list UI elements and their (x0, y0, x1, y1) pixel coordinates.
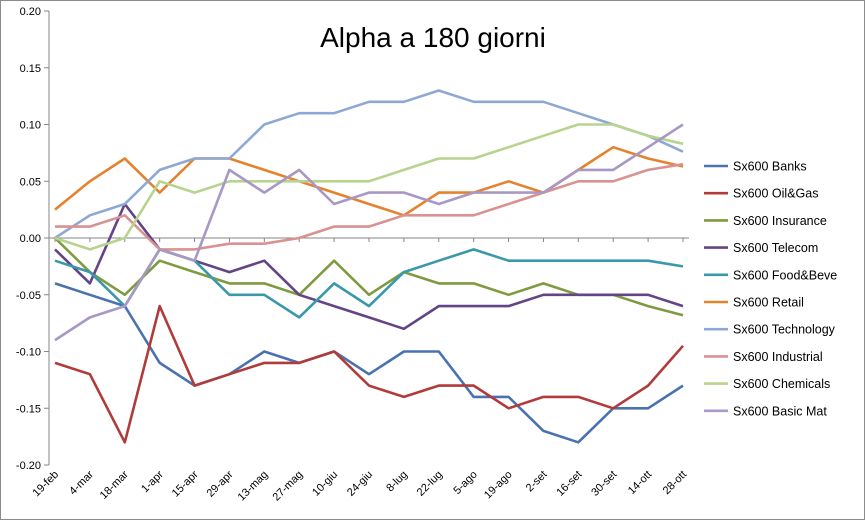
series-line-sx600-basic-mat (54, 123, 684, 342)
legend-label: Sx600 Oil&Gas (733, 187, 818, 201)
legend-label: Sx600 Industrial (733, 350, 823, 364)
y-tick-label: -0.15 (16, 403, 41, 415)
x-tick-label: 29-apr (205, 468, 236, 499)
x-tick-label: 2-set (524, 469, 550, 495)
series-line-sx600-banks (54, 282, 684, 444)
series-line-sx600-technology (54, 89, 684, 240)
y-axis: 0.20 0.15 0.10 0.05 0.00 -0.05 -0.10 -0.15 -0.20 (16, 6, 50, 472)
legend-label: Sx600 Telecom (733, 241, 818, 255)
x-tick-label: 10-giu (310, 469, 340, 499)
y-tick-label: -0.20 (16, 460, 41, 472)
x-tick-label: 4-mar (67, 468, 96, 497)
series-line-sx600-oil-gas (54, 304, 684, 444)
x-tick-label: 28-ott (661, 469, 689, 497)
y-tick-label: -0.05 (16, 290, 41, 302)
x-tick-label: 16-set (554, 469, 584, 499)
chart-title: Alpha a 180 giorni (320, 22, 546, 53)
series-line-sx600-insurance (54, 237, 684, 317)
y-tick-label: 0.05 (20, 176, 41, 188)
x-tick-label: 8-lug (384, 469, 410, 495)
legend-label: Sx600 Retail (733, 296, 804, 310)
legend-label: Sx600 Banks (733, 160, 807, 174)
x-tick-label: 24-giu (345, 469, 375, 499)
legend-label: Sx600 Basic Mat (733, 404, 827, 418)
y-tick-label: -0.10 (16, 347, 41, 359)
series-lines (54, 89, 684, 444)
legend-label: Sx600 Chemicals (733, 377, 830, 391)
y-tick-label: 0.20 (20, 6, 41, 18)
x-tick-label: 22-lug (415, 469, 445, 499)
legend-label: Sx600 Food&Beve (733, 268, 837, 282)
x-tick-label: 13-mag (236, 469, 271, 504)
x-tick-label: 18-mar (98, 468, 131, 501)
x-tick-label: 30-set (589, 469, 619, 499)
y-tick-label: 0.10 (20, 120, 41, 132)
legend: Sx600 Banks Sx600 Oil&Gas Sx600 Insurance S… (704, 160, 837, 418)
legend-label: Sx600 Insurance (733, 214, 827, 228)
x-axis: 19-feb 4-mar 18-mar 1-apr 15-apr 29-apr 13-mag… (31, 237, 689, 504)
series-line-sx600-food-beve (54, 248, 684, 319)
x-tick-label: 1-apr (139, 468, 166, 495)
x-tick-label: 19-feb (31, 469, 62, 500)
x-tick-label: 14-ott (626, 469, 654, 497)
legend-label: Sx600 Technology (733, 323, 836, 337)
x-tick-label: 15-apr (170, 468, 201, 499)
x-tick-label: 5-ago (451, 469, 479, 497)
y-tick-label: 0.00 (20, 233, 41, 245)
series-line-sx600-chemicals (54, 123, 684, 251)
y-tick-label: 0.15 (20, 63, 41, 75)
x-tick-label: 19-ago (482, 469, 515, 502)
x-tick-label: 27-mag (270, 469, 305, 504)
